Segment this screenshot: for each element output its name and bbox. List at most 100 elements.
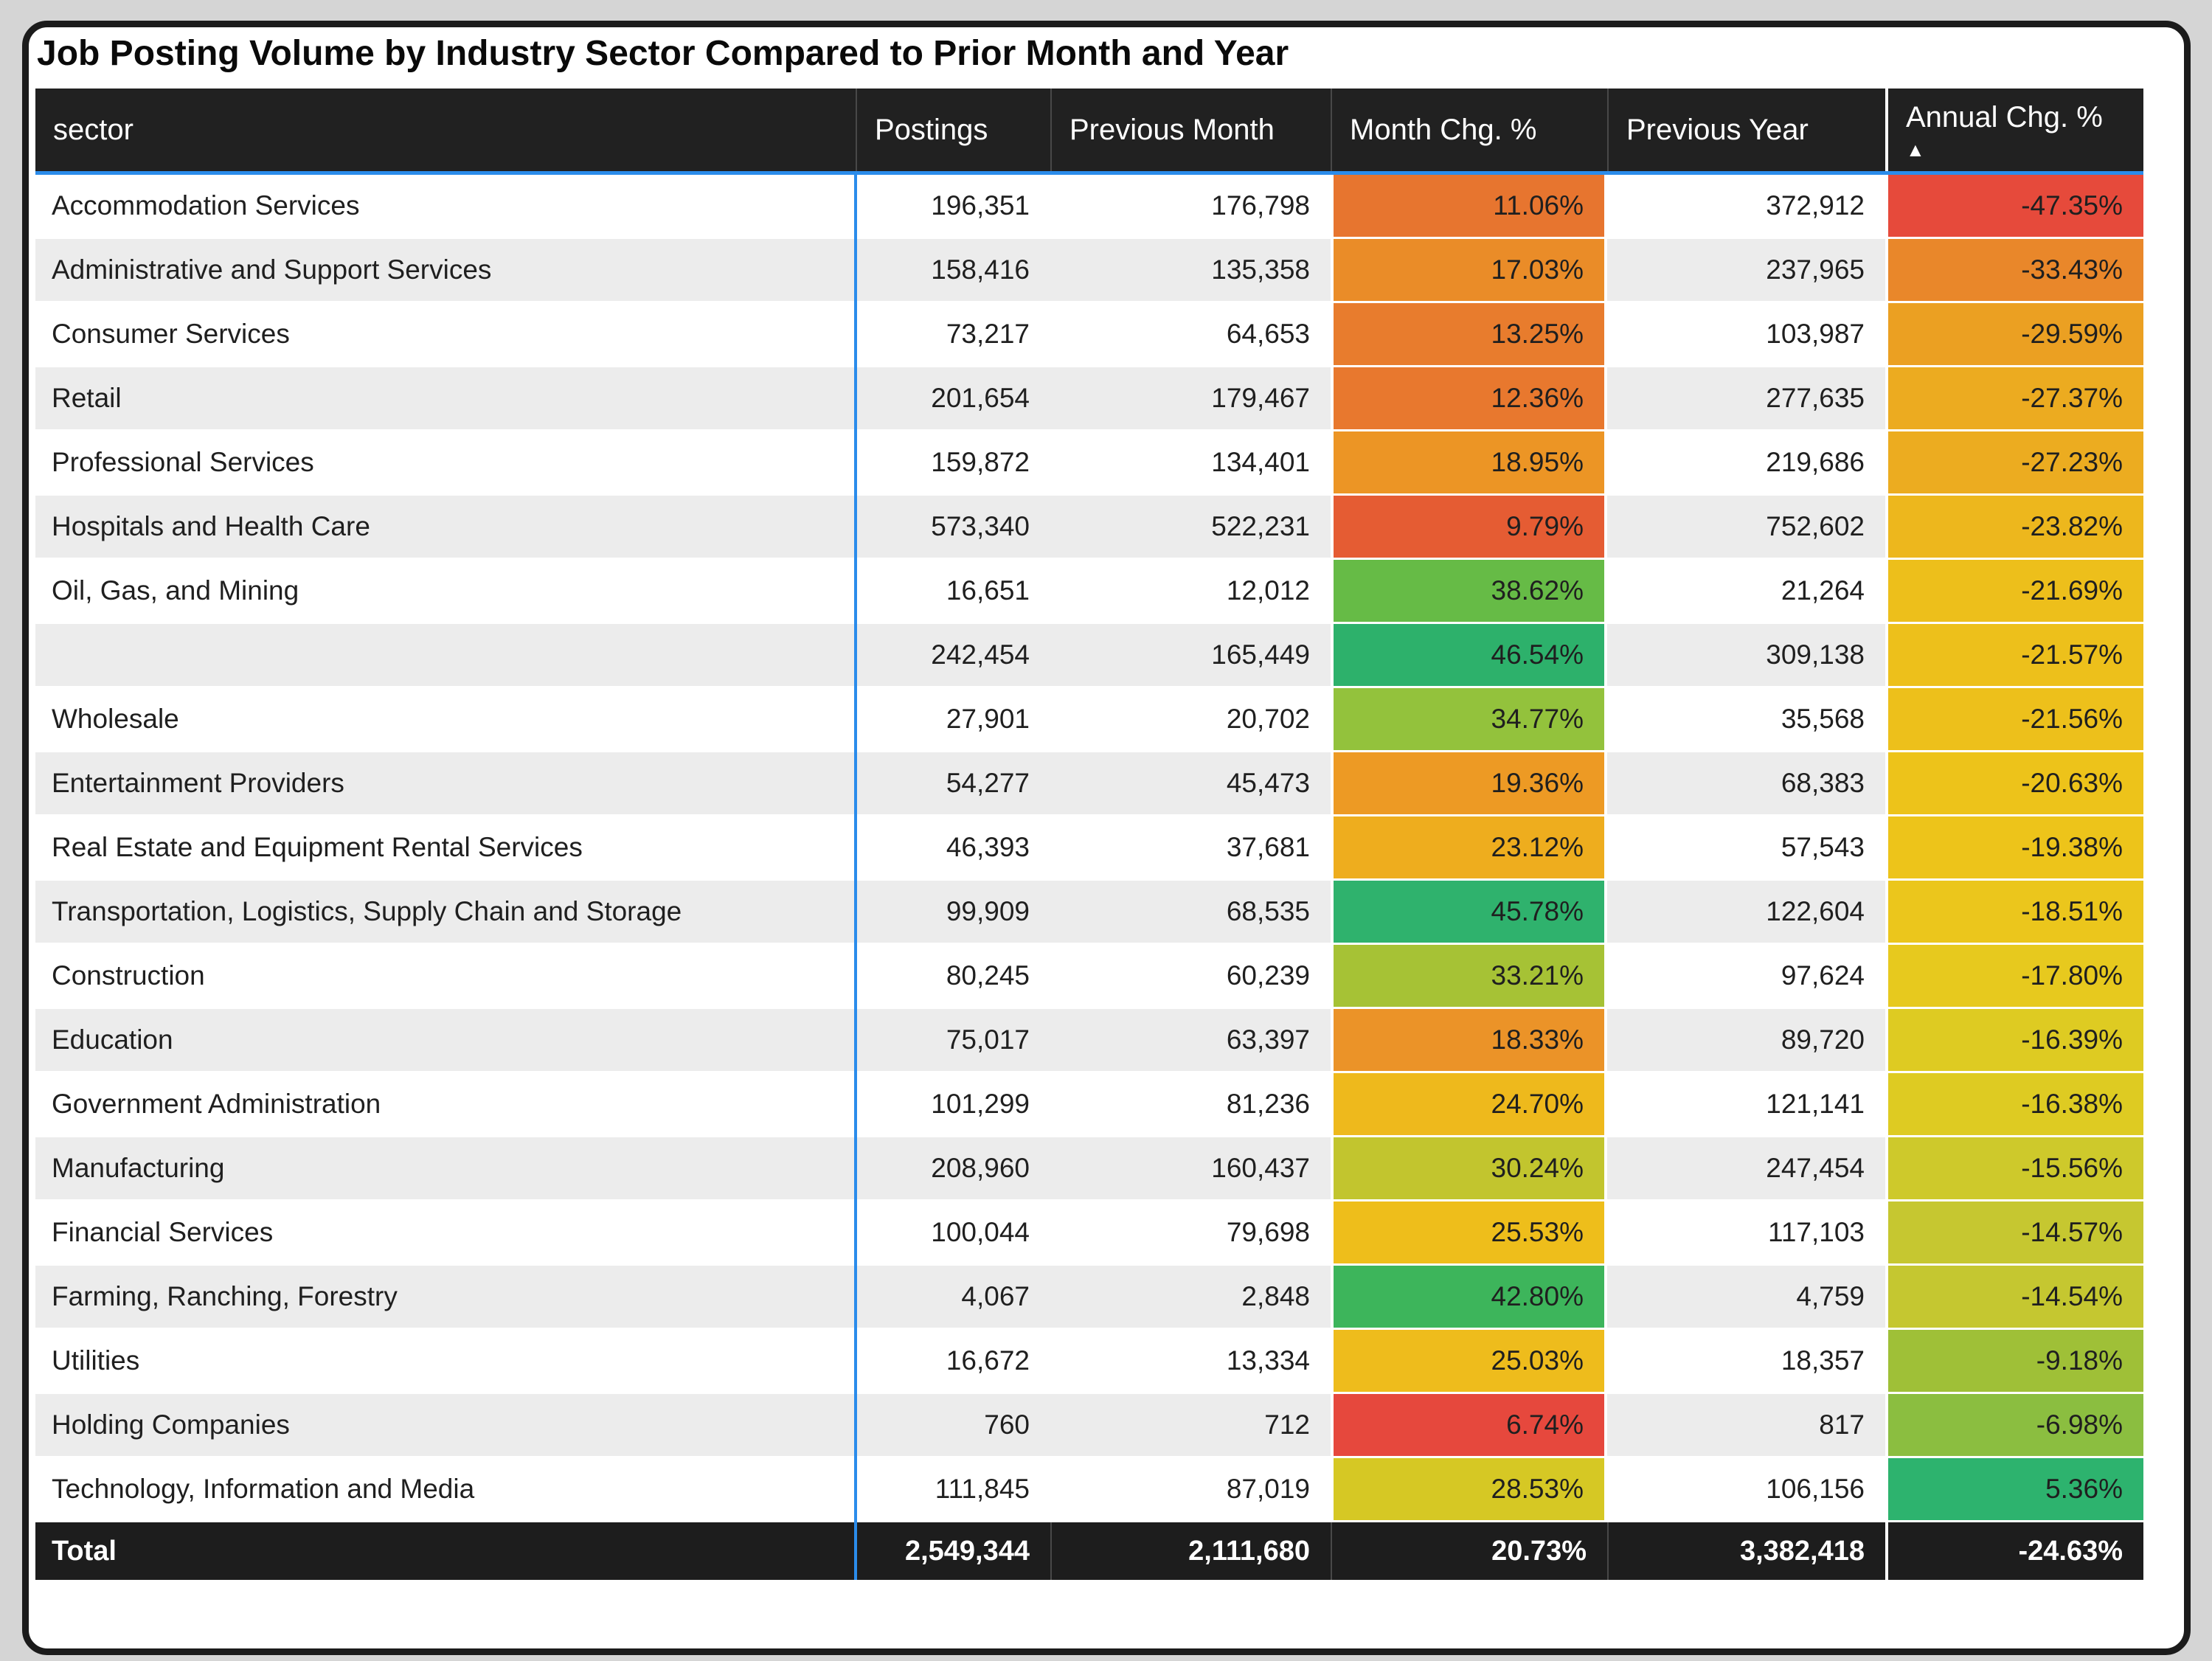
postings-cell: 73,217 bbox=[856, 303, 1050, 367]
month-chg-cell: 13.25% bbox=[1331, 303, 1607, 367]
previous-year-cell: 18,357 bbox=[1607, 1330, 1885, 1394]
previous-month-cell: 2,848 bbox=[1050, 1266, 1331, 1330]
previous-month-cell: 37,681 bbox=[1050, 816, 1331, 881]
previous-year-cell: 237,965 bbox=[1607, 239, 1885, 303]
postings-cell: 27,901 bbox=[856, 688, 1050, 752]
postings-cell: 573,340 bbox=[856, 496, 1050, 560]
month-chg-cell: 33.21% bbox=[1331, 945, 1607, 1009]
sector-cell: Construction bbox=[35, 945, 856, 1009]
table-row: Administrative and Support Services 158,4… bbox=[35, 239, 2143, 303]
month-chg-cell: 19.36% bbox=[1331, 752, 1607, 816]
annual-chg-cell: 5.36% bbox=[1885, 1458, 2143, 1522]
annual-chg-cell: -14.54% bbox=[1885, 1266, 2143, 1330]
previous-year-cell: 89,720 bbox=[1607, 1009, 1885, 1073]
month-chg-cell: 42.80% bbox=[1331, 1266, 1607, 1330]
month-chg-cell: 23.12% bbox=[1331, 816, 1607, 881]
previous-year-cell: 117,103 bbox=[1607, 1201, 1885, 1266]
table-row: Utilities 16,672 13,334 25.03% 18,357 -9.18% bbox=[35, 1330, 2143, 1394]
table-row: Financial Services 100,044 79,698 25.53% 117… bbox=[35, 1201, 2143, 1266]
postings-cell: 158,416 bbox=[856, 239, 1050, 303]
annual-chg-cell: -33.43% bbox=[1885, 239, 2143, 303]
sector-cell: Professional Services bbox=[35, 431, 856, 496]
postings-cell: 75,017 bbox=[856, 1009, 1050, 1073]
month-chg-cell: 34.77% bbox=[1331, 688, 1607, 752]
previous-month-cell: 68,535 bbox=[1050, 881, 1331, 945]
table-row: 242,454 165,449 46.54% 309,138 -21.57% bbox=[35, 624, 2143, 688]
annual-chg-cell: -23.82% bbox=[1885, 496, 2143, 560]
column-header-postings[interactable]: Postings bbox=[856, 89, 1050, 171]
month-chg-cell: 9.79% bbox=[1331, 496, 1607, 560]
sector-cell: Technology, Information and Media bbox=[35, 1458, 856, 1522]
postings-cell: 242,454 bbox=[856, 624, 1050, 688]
column-header-month-chg[interactable]: Month Chg. % bbox=[1331, 89, 1607, 171]
previous-year-cell: 817 bbox=[1607, 1394, 1885, 1458]
annual-chg-cell: -19.38% bbox=[1885, 816, 2143, 881]
previous-month-cell: 179,467 bbox=[1050, 367, 1331, 431]
table-header-row: sector Postings Previous Month Month Chg… bbox=[35, 89, 2143, 175]
annual-chg-cell: -15.56% bbox=[1885, 1137, 2143, 1201]
postings-cell: 16,672 bbox=[856, 1330, 1050, 1394]
month-chg-cell: 46.54% bbox=[1331, 624, 1607, 688]
total-postings: 2,549,344 bbox=[856, 1522, 1050, 1580]
annual-chg-cell: -21.69% bbox=[1885, 560, 2143, 624]
table-row: Hospitals and Health Care 573,340 522,231 9… bbox=[35, 496, 2143, 560]
postings-cell: 111,845 bbox=[856, 1458, 1050, 1522]
previous-year-cell: 57,543 bbox=[1607, 816, 1885, 881]
previous-year-cell: 309,138 bbox=[1607, 624, 1885, 688]
previous-month-cell: 134,401 bbox=[1050, 431, 1331, 496]
postings-cell: 101,299 bbox=[856, 1073, 1050, 1137]
sector-cell: Wholesale bbox=[35, 688, 856, 752]
previous-month-cell: 12,012 bbox=[1050, 560, 1331, 624]
annual-chg-cell: -21.57% bbox=[1885, 624, 2143, 688]
previous-year-cell: 121,141 bbox=[1607, 1073, 1885, 1137]
column-header-previous-year[interactable]: Previous Year bbox=[1607, 89, 1885, 171]
column-header-sector[interactable]: sector bbox=[53, 113, 134, 146]
previous-month-cell: 60,239 bbox=[1050, 945, 1331, 1009]
table-row: Accommodation Services 196,351 176,798 11.0… bbox=[35, 175, 2143, 239]
total-month-chg: 20.73% bbox=[1331, 1522, 1607, 1580]
column-header-annual-chg[interactable]: Annual Chg. % ▲ bbox=[1885, 89, 2143, 171]
visual-title: Job Posting Volume by Industry Sector Co… bbox=[37, 34, 1289, 73]
column-header-previous-month[interactable]: Previous Month bbox=[1050, 89, 1331, 171]
postings-cell: 159,872 bbox=[856, 431, 1050, 496]
total-previous-year: 3,382,418 bbox=[1607, 1522, 1885, 1580]
previous-year-cell: 277,635 bbox=[1607, 367, 1885, 431]
previous-month-cell: 13,334 bbox=[1050, 1330, 1331, 1394]
annual-chg-cell: -14.57% bbox=[1885, 1201, 2143, 1266]
annual-chg-cell: -27.37% bbox=[1885, 367, 2143, 431]
table-visual-card: Job Posting Volume by Industry Sector Co… bbox=[22, 21, 2191, 1655]
total-annual-chg: -24.63% bbox=[1885, 1522, 2143, 1580]
month-chg-cell: 11.06% bbox=[1331, 175, 1607, 239]
table-row: Entertainment Providers 54,277 45,473 19.36… bbox=[35, 752, 2143, 816]
sector-cell: Oil, Gas, and Mining bbox=[35, 560, 856, 624]
annual-chg-cell: -18.51% bbox=[1885, 881, 2143, 945]
previous-month-cell: 20,702 bbox=[1050, 688, 1331, 752]
table-row: Wholesale 27,901 20,702 34.77% 35,568 -21.56% bbox=[35, 688, 2143, 752]
sector-cell: Utilities bbox=[35, 1330, 856, 1394]
sector-cell: Financial Services bbox=[35, 1201, 856, 1266]
table-row: Holding Companies 760 712 6.74% 817 -6.98% bbox=[35, 1394, 2143, 1458]
total-label: Total bbox=[35, 1522, 856, 1580]
sector-cell: Consumer Services bbox=[35, 303, 856, 367]
postings-cell: 760 bbox=[856, 1394, 1050, 1458]
column-header-annual-chg-label: Annual Chg. % bbox=[1906, 100, 2103, 133]
previous-month-cell: 81,236 bbox=[1050, 1073, 1331, 1137]
month-chg-cell: 38.62% bbox=[1331, 560, 1607, 624]
sector-cell: Accommodation Services bbox=[35, 175, 856, 239]
sector-cell: Manufacturing bbox=[35, 1137, 856, 1201]
sector-cell bbox=[35, 624, 856, 688]
postings-cell: 100,044 bbox=[856, 1201, 1050, 1266]
annual-chg-cell: -47.35% bbox=[1885, 175, 2143, 239]
previous-month-cell: 135,358 bbox=[1050, 239, 1331, 303]
column-resize-handle[interactable] bbox=[854, 175, 857, 1580]
sector-cell: Hospitals and Health Care bbox=[35, 496, 856, 560]
previous-month-cell: 712 bbox=[1050, 1394, 1331, 1458]
month-chg-cell: 24.70% bbox=[1331, 1073, 1607, 1137]
annual-chg-cell: -16.39% bbox=[1885, 1009, 2143, 1073]
previous-month-cell: 45,473 bbox=[1050, 752, 1331, 816]
sector-cell: Transportation, Logistics, Supply Chain … bbox=[35, 881, 856, 945]
previous-year-cell: 4,759 bbox=[1607, 1266, 1885, 1330]
annual-chg-cell: -6.98% bbox=[1885, 1394, 2143, 1458]
previous-month-cell: 160,437 bbox=[1050, 1137, 1331, 1201]
postings-cell: 99,909 bbox=[856, 881, 1050, 945]
